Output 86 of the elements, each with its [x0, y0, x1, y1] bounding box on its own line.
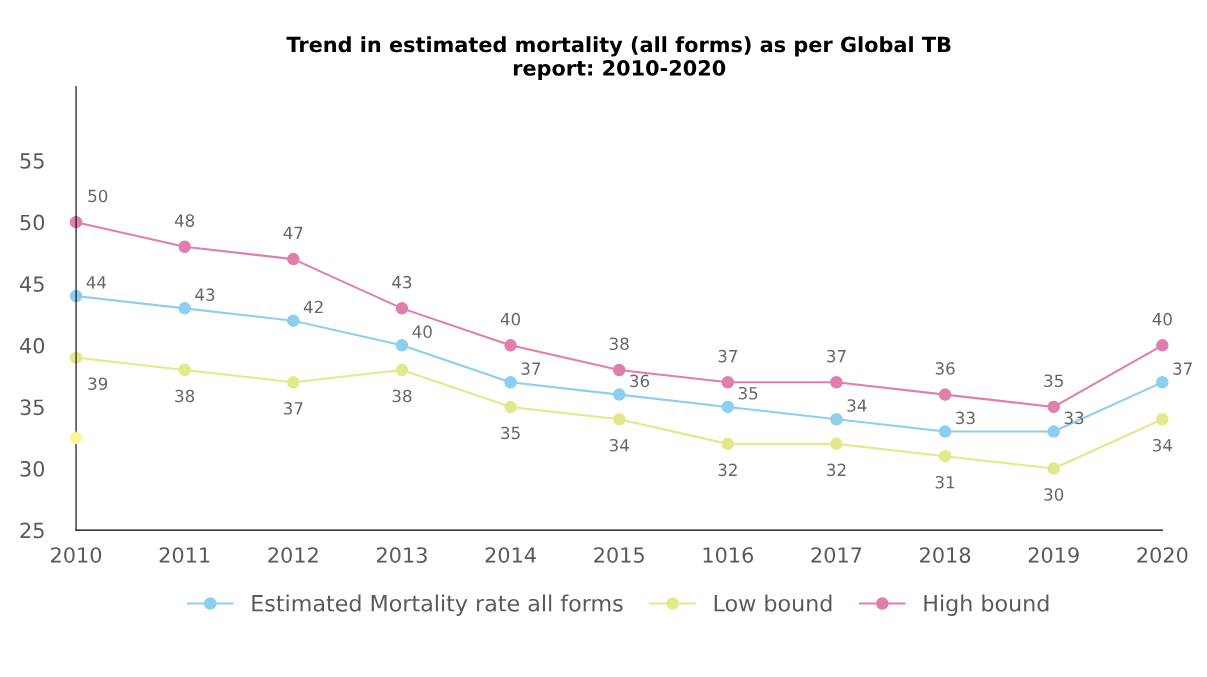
y-tick-label: 40: [19, 337, 45, 354]
x-tick-label: 2019: [1028, 547, 1079, 563]
data-label: 35: [1044, 374, 1063, 388]
point: [178, 240, 191, 254]
point: [69, 431, 83, 444]
data-label: 32: [718, 463, 737, 477]
point: [938, 449, 952, 463]
point: [178, 302, 191, 315]
point: [504, 400, 517, 414]
point: [612, 363, 626, 377]
point: [395, 302, 409, 315]
data-label: 35: [738, 386, 758, 400]
legend-label: High bound: [924, 594, 1049, 616]
point: [721, 437, 735, 451]
point: [395, 339, 409, 352]
point: [504, 376, 517, 389]
data-label: 50: [88, 189, 108, 203]
point: [1156, 376, 1169, 389]
x-tick-label: 2013: [376, 547, 427, 563]
data-label: 30: [1044, 488, 1064, 501]
data-label: 37: [827, 349, 846, 363]
y-tick-label: 25: [20, 522, 44, 539]
point: [938, 388, 952, 401]
x-tick-label: 2017: [811, 547, 862, 563]
point: [287, 376, 300, 389]
data-label: 33: [956, 411, 975, 425]
y-tick-label: 55: [20, 153, 44, 169]
y-tick-label: 50: [20, 214, 45, 231]
data-label: 37: [1173, 362, 1192, 375]
x-tick-label: 2012: [268, 547, 318, 563]
data-label: 37: [521, 362, 541, 375]
point: [1047, 462, 1060, 475]
x-tick-label: 2020: [1137, 547, 1188, 563]
point: [830, 437, 843, 451]
x-tick-label: 2018: [920, 547, 971, 563]
legend-label: Low bound: [714, 594, 832, 612]
data-label: 44: [86, 276, 107, 289]
y-tick-label: 35: [20, 399, 44, 416]
x-tick-label: 2014: [485, 547, 536, 563]
point: [938, 425, 952, 438]
data-label: 40: [412, 325, 432, 338]
data-label: 34: [847, 399, 867, 412]
data-label: 38: [392, 389, 412, 403]
data-label: 48: [174, 214, 195, 227]
data-label: 35: [501, 426, 520, 440]
point: [830, 412, 843, 426]
data-label: 38: [609, 337, 629, 351]
data-label: 42: [303, 300, 323, 314]
data-label: 36: [935, 362, 955, 375]
data-label: 37: [718, 349, 737, 363]
point: [1156, 412, 1169, 426]
point: [830, 376, 843, 389]
x-tick-label: 1016: [703, 547, 754, 563]
data-label: 43: [392, 275, 412, 289]
point: [1047, 400, 1060, 414]
y-tick-label: 45: [19, 276, 44, 292]
point: [1156, 339, 1169, 352]
point: [287, 252, 300, 266]
point: [287, 314, 300, 327]
y-tick-label: 30: [20, 460, 45, 477]
data-label: 31: [935, 475, 955, 489]
data-label: 40: [1152, 312, 1172, 326]
point: [504, 339, 517, 352]
data-label: 40: [500, 312, 521, 326]
point: [721, 400, 735, 414]
data-label: 36: [630, 374, 650, 388]
data-label: 43: [195, 288, 215, 301]
x-tick-label: 2010: [51, 547, 102, 563]
data-label: 47: [283, 226, 303, 239]
chart-title: Trend in estimated mortality (all forms) as per Global TB report: 2010-2020: [286, 36, 951, 80]
data-label: 34: [1153, 438, 1173, 452]
data-label: 34: [609, 438, 629, 452]
point: [395, 363, 409, 377]
x-tick-label: 2015: [594, 547, 644, 563]
data-label: 39: [88, 377, 108, 390]
data-label: 32: [827, 463, 846, 477]
data-label: 37: [283, 402, 303, 415]
point: [178, 363, 191, 377]
point: [612, 388, 626, 401]
legend-label: Estimated Mortality rate all forms: [252, 594, 623, 616]
point: [721, 376, 735, 389]
point: [612, 412, 626, 426]
data-label: 38: [175, 389, 195, 403]
x-tick-label: 2011: [159, 547, 210, 563]
point: [1047, 425, 1060, 438]
data-label: 33: [1064, 411, 1084, 425]
